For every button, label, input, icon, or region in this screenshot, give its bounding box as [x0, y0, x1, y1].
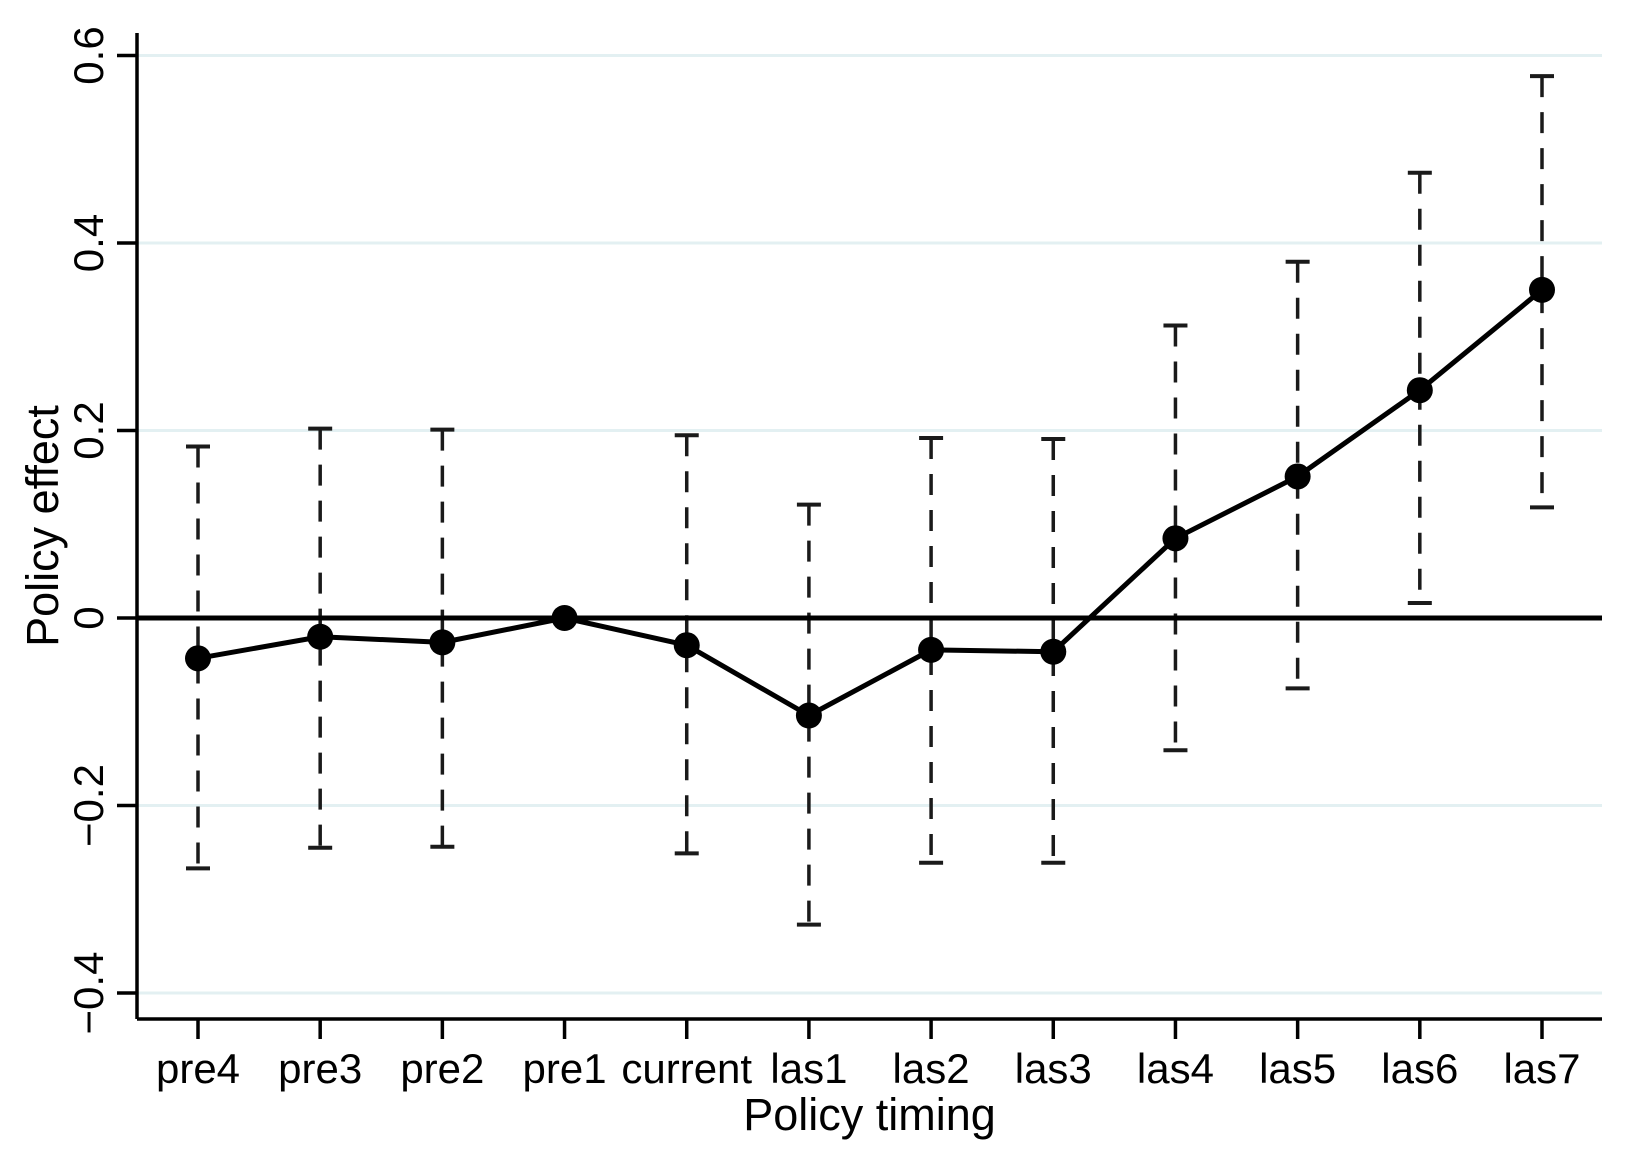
- data-point-pre3: [307, 623, 334, 650]
- x-tick-label-pre1: pre1: [523, 1045, 607, 1092]
- y-tick-label-0.6: 0.6: [65, 26, 112, 84]
- y-tick-label-0.2: 0.2: [65, 401, 112, 459]
- y-tick-label-0.4: 0.4: [65, 214, 112, 272]
- y-axis-title: Policy effect: [17, 405, 68, 647]
- data-point-las1: [795, 702, 822, 729]
- data-point-pre2: [429, 629, 456, 656]
- data-point-las4: [1162, 525, 1189, 552]
- y-tick-label-0: 0: [65, 606, 112, 629]
- x-tick-label-current: current: [621, 1045, 752, 1092]
- x-tick-label-las3: las3: [1015, 1045, 1092, 1092]
- x-tick-label-las2: las2: [893, 1045, 970, 1092]
- data-point-las3: [1040, 638, 1067, 665]
- x-tick-label-pre2: pre2: [400, 1045, 484, 1092]
- estimate-line: [195, 287, 1545, 718]
- x-tick-label-las4: las4: [1137, 1045, 1214, 1092]
- x-tick-label-pre4: pre4: [156, 1045, 240, 1092]
- x-tick-label-las6: las6: [1381, 1045, 1458, 1092]
- data-point-las2: [918, 636, 945, 663]
- data-point-las5: [1284, 463, 1311, 490]
- data-point-current: [673, 632, 700, 659]
- y-tick-label--0.2: −0.2: [65, 764, 112, 847]
- data-point-las7: [1529, 276, 1555, 303]
- x-tick-label-las5: las5: [1259, 1045, 1336, 1092]
- data-point-pre4: [185, 645, 211, 672]
- x-axis-title: Policy timing: [743, 1089, 996, 1140]
- data-point-pre1: [551, 605, 578, 631]
- y-tick-label--0.4: −0.4: [65, 952, 112, 1035]
- x-tick-label-las1: las1: [770, 1045, 847, 1092]
- x-tick-label-pre3: pre3: [278, 1045, 362, 1092]
- x-tick-label-las7: las7: [1503, 1045, 1580, 1092]
- data-point-las6: [1406, 377, 1433, 404]
